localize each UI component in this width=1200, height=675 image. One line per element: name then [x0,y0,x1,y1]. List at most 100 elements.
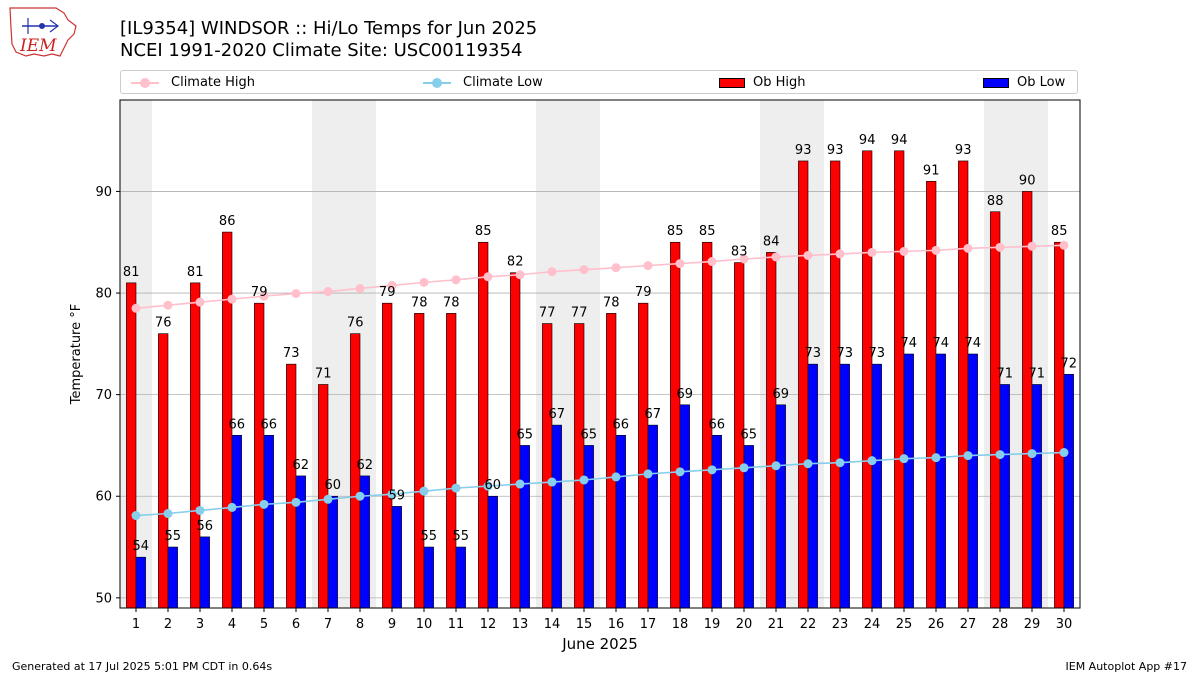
climate-high-point [963,243,973,253]
ob-low-bar [487,495,498,609]
ob-high-bar [158,333,169,609]
climate-low-point [387,489,397,499]
climate-low-point [835,458,845,468]
climate-high-point [867,247,877,257]
climate-high-point [1027,241,1037,251]
ob-high-bar [926,180,937,609]
ob-high-bar [670,241,681,609]
legend-label-ob-low: Ob Low [1017,75,1066,90]
weekend-band [120,100,152,608]
climate-high-point [771,252,781,262]
ob-low-bar [775,404,786,609]
ob-low-label: 74 [965,336,982,351]
weekend-band [568,100,600,608]
generated-timestamp: Generated at 17 Jul 2025 5:01 PM CDT in … [12,660,273,673]
x-tick-label: 9 [388,617,396,632]
chart-legend: Climate High Climate Low Ob High Ob Low [120,70,1078,94]
ob-low-bar [359,475,370,609]
ob-high-bar [222,231,233,609]
climate-low-point [259,499,269,509]
ob-high-label: 83 [731,245,748,260]
climate-low-point [707,465,717,475]
climate-low-point [483,481,493,491]
climate-high-point [835,249,845,259]
ob-high-label: 85 [1051,224,1068,239]
climate-low-line [135,451,1065,517]
ob-high-bar [542,323,553,609]
climate-low-point [739,463,749,473]
climate-high-point [419,277,429,287]
climate-low-point [995,450,1005,460]
ob-low-label: 74 [933,336,950,351]
ob-high-bar [798,160,809,609]
ob-high-bar [414,313,425,609]
ob-high-bar [606,313,617,609]
ob-low-label: 73 [869,346,886,361]
ob-high-label: 90 [1019,173,1036,188]
climate-low-point [867,456,877,466]
climate-low-point [675,467,685,477]
chart-subtitle: NCEI 1991-2020 Climate Site: USC00119354 [120,40,523,61]
ob-low-bar [167,546,178,609]
ob-high-bar [190,282,201,609]
ob-low-bar [455,546,466,609]
ob-high-label: 82 [507,255,524,270]
climate-low-point [163,509,173,519]
ob-high-bar [830,160,841,609]
ob-low-label: 56 [197,519,214,534]
ob-high-label: 85 [699,224,716,239]
climate-high-point [739,254,749,264]
ob-high-label: 77 [571,306,588,321]
weekend-band [536,100,568,608]
ob-low-bar [327,495,338,609]
climate-low-point [803,459,813,469]
x-tick-label: 11 [448,617,465,632]
climate-low-point [355,491,365,501]
ob-low-bar [711,434,722,609]
ob-high-label: 81 [187,265,204,280]
ob-high-bar [894,150,905,609]
x-tick-label: 26 [928,617,945,632]
climate-low-point [1027,449,1037,459]
x-tick-label: 29 [1024,617,1041,632]
climate-high-point [931,245,941,255]
climate-high-point [899,246,909,256]
y-tick-label: 90 [95,185,112,200]
climate-low-point [899,454,909,464]
ob-low-label: 55 [421,529,438,544]
climate-high-point [643,261,653,271]
legend-item-climate-low: Climate Low [423,74,543,91]
ob-high-label: 94 [859,133,876,148]
x-tick-label: 22 [800,617,817,632]
x-tick-label: 23 [832,617,849,632]
climate-low-point [227,502,237,512]
climate-high-point [995,242,1005,252]
y-tick-label: 60 [95,490,112,505]
ob-high-label: 73 [283,346,300,361]
ob-high-label: 93 [795,143,812,158]
climate-low-point [419,486,429,496]
x-tick-label: 8 [356,617,364,632]
ob-high-label: 71 [315,366,332,381]
ob-high-label: 94 [891,133,908,148]
climate-high-point [483,272,493,282]
ob-low-bar [551,424,562,609]
climate-high-line [135,244,1065,310]
ob-high-label: 79 [635,285,652,300]
legend-label-ob-high: Ob High [753,75,806,90]
ob-low-bar [807,363,818,609]
ob-low-bar [935,353,946,609]
ob-low-bar [391,506,402,609]
ob-high-label: 84 [763,234,780,249]
ob-low-bar [519,445,530,609]
climate-high-point [515,270,525,280]
ob-low-label: 60 [485,478,502,493]
ob-high-bar [990,211,1001,609]
ob-low-bar [999,384,1010,609]
ob-low-label: 73 [805,346,822,361]
ob-high-label: 93 [955,143,972,158]
x-tick-label: 12 [480,617,497,632]
ob-low-label: 66 [613,417,630,432]
weekend-band [312,100,344,608]
